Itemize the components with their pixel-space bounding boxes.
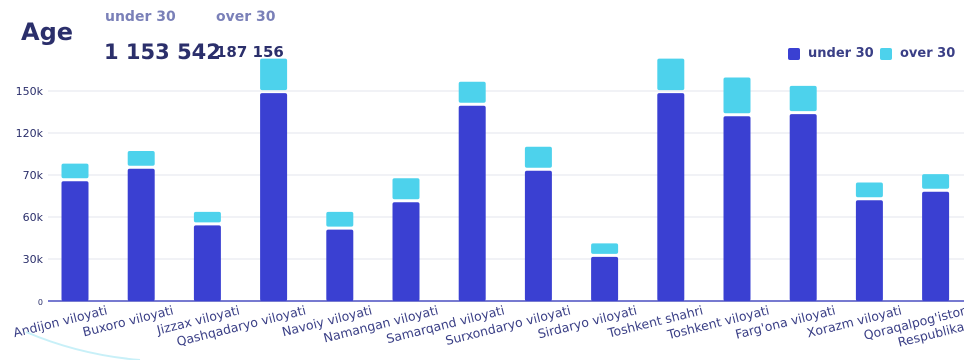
bar-under-30[interactable] [789,114,817,301]
bar-over-30[interactable] [591,243,619,254]
bar-under-30[interactable] [524,170,552,301]
bar-over-30[interactable] [524,146,552,168]
bar-under-30[interactable] [855,200,883,301]
legend-label-under-30: under 30 [808,46,874,61]
bar-under-30[interactable] [657,93,685,301]
bar-under-30[interactable] [260,93,288,301]
bar-under-30[interactable] [193,225,221,301]
bar-over-30[interactable] [326,211,354,227]
legend-label-over-30: over 30 [900,46,956,61]
bar-over-30[interactable] [193,211,221,223]
bar-under-30[interactable] [723,116,751,301]
bar-over-30[interactable] [723,77,751,114]
bar-under-30[interactable] [61,181,89,301]
bar-over-30[interactable] [61,163,89,179]
y-tick-label: 30k [23,253,44,266]
legend-swatch-under-30 [788,47,800,60]
bar-under-30[interactable] [591,256,619,301]
chart-title: Age [21,18,74,46]
bar-under-30[interactable] [458,105,486,301]
y-tick-label: 60k [23,211,44,224]
legend-item-over-30[interactable]: over 30 [880,46,955,61]
y-tick-label: 120k [16,127,44,140]
bar-under-30[interactable] [326,229,354,301]
bar-over-30[interactable] [127,151,155,166]
bar-over-30[interactable] [657,58,685,91]
bar-over-30[interactable] [392,178,420,200]
bar-under-30[interactable] [922,191,950,301]
legend-swatch-over-30 [880,47,892,60]
y-tick-label: 0 [38,298,43,307]
bar-over-30[interactable] [260,58,288,91]
bar-layer [61,58,950,301]
bar-over-30[interactable] [855,182,883,198]
y-tick-label: 70k [23,169,44,182]
summary-value-over-30: 187 156 [216,43,284,61]
decorative-arc [25,331,141,360]
bar-over-30[interactable] [922,174,950,189]
summary-value-under-30: 1 153 542 [104,40,221,64]
bar-under-30[interactable] [392,202,420,301]
grid-layer [48,90,964,302]
bar-over-30[interactable] [458,81,486,103]
y-tick-label: 150k [16,85,44,98]
bar-over-30[interactable] [789,85,817,112]
bar-under-30[interactable] [127,168,155,301]
summary-label-over-30: over 30 [216,9,276,25]
summary-label-under-30: under 30 [105,9,176,25]
legend-item-under-30[interactable]: under 30 [788,46,874,61]
